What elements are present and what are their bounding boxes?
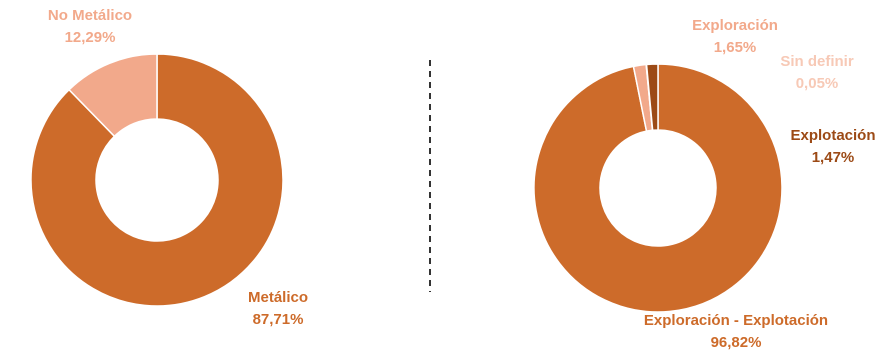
label-no-metalico: No Metálico 12,29% xyxy=(48,7,132,46)
donut-chart-mineral-type xyxy=(30,53,284,307)
label-value: 1,47% xyxy=(812,149,855,166)
label-value: 1,65% xyxy=(714,39,757,56)
label-name: Sin definir xyxy=(780,53,854,70)
label-value: 12,29% xyxy=(65,29,116,46)
label-metalico: Metálico 87,71% xyxy=(248,289,308,328)
label-value: 87,71% xyxy=(253,311,304,328)
slice-no-metalico xyxy=(68,53,158,138)
slice-metalico xyxy=(30,53,284,307)
label-name: Exploración - Explotación xyxy=(644,312,828,329)
label-value: 96,82% xyxy=(711,334,762,351)
slice-explotacion xyxy=(645,63,659,132)
slice-exploracion-explotacion xyxy=(533,63,783,313)
label-name: Exploración xyxy=(692,17,778,34)
label-exploracion: Exploración 1,65% xyxy=(692,17,778,56)
label-name: Explotación xyxy=(790,127,875,144)
label-name: Metálico xyxy=(248,289,308,306)
label-name: No Metálico xyxy=(48,7,132,24)
donut-chart-activity-type xyxy=(533,63,783,313)
label-exploracion-explotacion: Exploración - Explotación 96,82% xyxy=(644,312,828,351)
data-labels: Metálico 87,71% No Metálico 12,29% Exploraci… xyxy=(48,7,876,351)
label-explotacion: Explotación 1,47% xyxy=(790,127,875,166)
label-sin-definir: Sin definir 0,05% xyxy=(780,53,854,92)
label-value: 0,05% xyxy=(796,75,839,92)
